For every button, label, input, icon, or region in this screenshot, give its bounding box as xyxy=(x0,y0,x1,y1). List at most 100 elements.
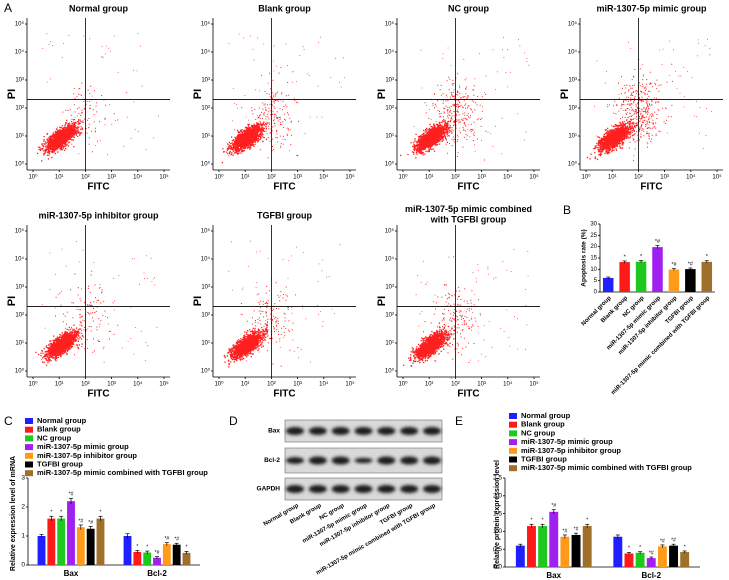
x-tick-label: 10⁵ xyxy=(159,381,169,388)
blot-band xyxy=(377,427,396,435)
panel-label: C xyxy=(4,414,13,428)
y-tick-label: 2.5 xyxy=(493,475,502,482)
x-tick-label: 10³ xyxy=(477,382,486,388)
x-tick-label: 10⁰ xyxy=(214,174,224,181)
x-tick-label: 10⁵ xyxy=(345,381,355,388)
x-tick-label: 10⁴ xyxy=(503,174,513,181)
blot-band xyxy=(423,456,441,465)
bar xyxy=(172,544,181,565)
y-tick-label: 10⁵ xyxy=(201,21,211,28)
y-tick-label: 10¹ xyxy=(201,134,210,140)
x-tick-label: 10² xyxy=(451,382,460,388)
significance-marker: *# xyxy=(574,527,579,533)
x-axis-label: FITC xyxy=(457,389,479,400)
x-tick-label: 10² xyxy=(81,382,90,388)
x-tick-label: 10¹ xyxy=(241,175,250,181)
legend-swatch xyxy=(509,447,517,454)
y-tick-label: 10⁰ xyxy=(568,161,578,168)
y-tick-label: 10⁰ xyxy=(201,368,211,375)
x-tick-label: 10⁴ xyxy=(686,174,696,181)
event-cloud xyxy=(35,241,158,366)
blot-band xyxy=(354,485,373,493)
y-tick-label: 10⁴ xyxy=(568,49,578,56)
y-tick-label: 3 xyxy=(21,475,25,482)
significance-marker: *# xyxy=(563,528,568,534)
blot-band xyxy=(377,456,396,465)
bar xyxy=(527,526,536,567)
blot-band xyxy=(354,427,373,435)
bar xyxy=(668,269,680,292)
event-cloud xyxy=(223,240,341,368)
plot-title: TGFBI group xyxy=(257,210,312,220)
x-tick-label: 10³ xyxy=(293,175,302,181)
y-tick-label: 5 xyxy=(594,278,598,284)
y-tick-label: 10⁵ xyxy=(201,228,211,235)
y-tick-label: 10⁰ xyxy=(201,161,211,168)
y-axis-label: PI xyxy=(559,89,571,99)
legend-label: TGFBI group xyxy=(521,454,567,463)
bar xyxy=(182,552,191,565)
bar xyxy=(153,557,161,565)
bar xyxy=(143,552,152,565)
x-tick-label: 10³ xyxy=(660,175,669,181)
panel-label: B xyxy=(563,203,571,217)
bar xyxy=(635,261,647,292)
legend-swatch xyxy=(509,439,517,446)
significance-marker: *# xyxy=(655,239,661,245)
bar xyxy=(47,518,56,565)
x-tick-label: 10² xyxy=(634,175,643,181)
y-tick-label: 10¹ xyxy=(15,134,24,140)
significance-marker: * xyxy=(542,518,544,524)
panel-label: D xyxy=(229,414,238,428)
x-axis-label: FITC xyxy=(87,182,109,193)
legend-label: miR-1307-5p mimic combined with TGFBI gr… xyxy=(521,463,692,472)
significance-marker: * xyxy=(640,254,643,260)
significance-marker: * xyxy=(684,544,686,550)
bar xyxy=(652,247,663,292)
plot-title: miR-1307-5p mimic combined with TGFBI gro… xyxy=(405,204,532,224)
bar xyxy=(646,558,656,567)
y-axis-label: PI xyxy=(192,89,204,99)
x-tick-label: 10² xyxy=(267,175,276,181)
x-tick-label: 10³ xyxy=(107,382,116,388)
y-axis-label: PI xyxy=(192,296,204,306)
blot-row-label: Bcl-2 xyxy=(264,457,280,464)
blot-row-label: Bax xyxy=(268,428,280,435)
y-tick-label: 15 xyxy=(590,256,597,262)
x-tick-label: 10¹ xyxy=(55,382,64,388)
y-tick-label: 10⁰ xyxy=(15,161,25,168)
y-tick-label: 10³ xyxy=(201,285,210,291)
y-tick-label: 10¹ xyxy=(15,341,24,347)
y-tick-label: 10⁵ xyxy=(15,21,25,28)
x-tick-label: 10⁰ xyxy=(398,381,408,388)
blot-band xyxy=(423,485,441,493)
y-axis-label: Relative protein expression level xyxy=(494,460,501,569)
bar xyxy=(602,277,614,292)
legend-label: miR-1307-5p inhibitor group xyxy=(521,446,621,455)
y-tick-label: 10 xyxy=(590,267,597,273)
y-tick-label: 10³ xyxy=(568,78,577,84)
x-tick-label: 10⁰ xyxy=(581,174,591,181)
event-cloud xyxy=(400,36,530,161)
event-cloud xyxy=(221,33,345,164)
legend-label: Normal group xyxy=(521,411,571,420)
x-tick-label: 10¹ xyxy=(608,175,617,181)
significance-marker: * xyxy=(186,545,188,551)
legend-label: miR-1307-5p mimic group xyxy=(521,437,613,446)
y-tick-label: 10⁴ xyxy=(385,49,395,56)
y-tick-label: 10³ xyxy=(385,285,394,291)
bar xyxy=(162,544,171,565)
panel-label: E xyxy=(455,414,463,428)
y-tick-label: 10² xyxy=(385,106,394,112)
x-tick-label: Bax xyxy=(546,571,561,580)
y-tick-label: 30 xyxy=(590,222,597,228)
y-tick-label: 0 xyxy=(594,290,598,296)
y-tick-label: 2.0 xyxy=(493,493,502,500)
y-tick-label: 10² xyxy=(568,106,577,112)
bar xyxy=(86,528,95,565)
y-tick-label: 10⁰ xyxy=(385,161,395,168)
x-tick-label: 10⁴ xyxy=(503,381,513,388)
legend-label: miR-1307-5p mimic combined with TGFBI gr… xyxy=(37,468,208,477)
y-axis-label: Apoptosis rate (%) xyxy=(581,229,588,286)
